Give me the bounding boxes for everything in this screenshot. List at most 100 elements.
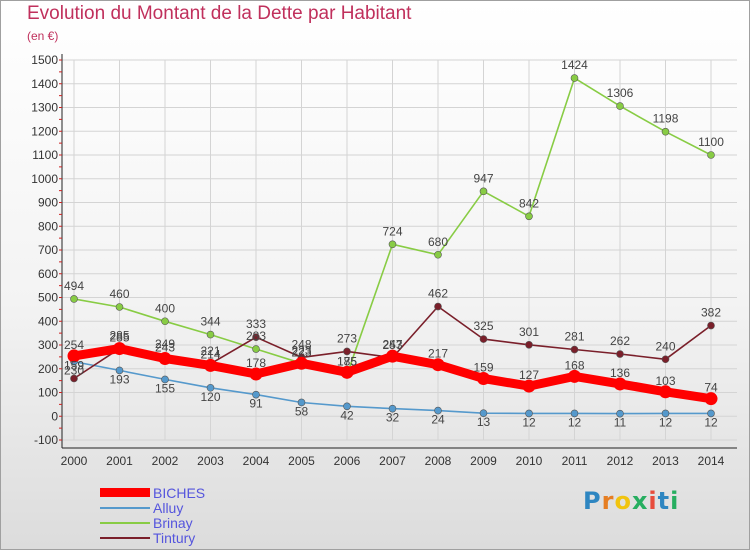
legend-item-tintury: Tintury	[100, 530, 205, 546]
data-point-brinay	[707, 151, 715, 159]
data-label-biches: 185	[337, 354, 357, 368]
y-tick-label: 500	[38, 291, 58, 305]
data-label-brinay: 1424	[561, 58, 588, 72]
data-label-brinay: 1198	[653, 112, 679, 126]
data-label-brinay: 680	[428, 235, 448, 249]
data-point-biches	[568, 369, 581, 383]
data-point-tintury	[661, 355, 670, 364]
y-tick-label: 900	[38, 196, 58, 210]
data-label-biches: 136	[610, 366, 630, 380]
data-point-tintury	[343, 347, 351, 356]
data-label-brinay: 494	[64, 279, 84, 293]
logo-letter: i	[670, 487, 680, 515]
data-label-tintury: 325	[473, 319, 493, 333]
data-label-tintury: 159	[64, 358, 84, 372]
logo-letter: t	[657, 487, 671, 515]
data-point-alluy	[525, 409, 533, 418]
data-label-brinay: 344	[200, 315, 220, 329]
y-tick-label: 1100	[32, 148, 58, 162]
data-point-biches	[659, 385, 672, 399]
x-tick-label: 2010	[516, 454, 543, 468]
data-label-biches: 103	[655, 374, 675, 388]
chart-title: Evolution du Montant de la Dette par Hab…	[27, 3, 412, 24]
data-label-tintury: 301	[519, 325, 539, 339]
y-tick-label: 700	[38, 243, 58, 257]
data-label-alluy: 58	[295, 404, 309, 418]
data-point-biches	[704, 392, 718, 406]
data-label-biches: 217	[428, 347, 448, 361]
data-label-tintury: 221	[200, 344, 220, 358]
data-point-brinay	[115, 303, 124, 311]
x-tick-label: 2004	[243, 454, 270, 468]
data-point-tintury	[616, 350, 624, 358]
data-label-tintury: 281	[564, 330, 584, 344]
data-point-tintury	[252, 333, 260, 341]
data-point-biches	[249, 367, 263, 381]
x-tick-label: 2002	[152, 454, 179, 468]
data-label-tintury: 248	[291, 337, 311, 351]
data-label-biches: 127	[519, 368, 539, 382]
y-tick-label: 100	[38, 386, 58, 400]
data-label-biches: 254	[64, 338, 84, 352]
y-tick-label: 200	[38, 362, 58, 376]
data-label-brinay: 283	[246, 329, 266, 343]
proxiti-logo: Proxiti	[583, 487, 679, 515]
data-label-biches: 178	[246, 356, 266, 370]
data-label-brinay: 947	[473, 171, 493, 185]
legend-swatch-brinay	[100, 521, 150, 524]
data-label-tintury: 462	[428, 287, 448, 301]
data-label-alluy: 230	[64, 364, 84, 378]
data-point-brinay	[616, 102, 624, 110]
data-point-biches	[295, 356, 308, 370]
data-point-alluy	[388, 404, 397, 413]
data-label-alluy: 155	[155, 381, 175, 395]
data-label-brinay: 175	[337, 355, 357, 369]
legend-label-biches: BICHES	[153, 484, 206, 501]
data-point-brinay	[161, 317, 169, 326]
data-point-biches	[386, 349, 399, 363]
data-label-alluy: 11	[614, 416, 627, 430]
y-tick-label: 400	[38, 314, 58, 328]
chart-legend: BICHES Alluy Brinay Tintury	[100, 484, 206, 546]
data-label-biches: 253	[382, 338, 402, 352]
data-point-tintury	[479, 335, 488, 343]
data-point-brinay	[570, 74, 579, 82]
data-label-alluy: 13	[477, 415, 491, 429]
y-tick-label: 1300	[31, 101, 58, 115]
data-point-biches	[340, 365, 354, 379]
data-label-tintury: 262	[610, 334, 630, 348]
y-tick-label: 1500	[31, 53, 58, 67]
data-point-biches	[158, 352, 172, 366]
x-tick-label: 2014	[698, 454, 725, 468]
data-point-biches	[522, 379, 536, 393]
data-point-alluy	[252, 390, 260, 399]
data-point-alluy	[707, 409, 715, 418]
legend-item-alluy: Alluy	[100, 500, 205, 516]
data-point-alluy	[297, 398, 306, 407]
data-point-alluy	[570, 409, 579, 418]
x-tick-label: 2008	[425, 454, 452, 468]
data-label-biches: 223	[291, 345, 311, 359]
data-point-brinay	[434, 250, 442, 259]
data-label-alluy: 24	[431, 413, 445, 427]
x-tick-label: 2003	[197, 454, 224, 468]
data-point-brinay	[661, 127, 670, 136]
y-tick-label: 600	[38, 267, 58, 281]
data-label-alluy: 12	[522, 415, 536, 429]
data-point-tintury	[707, 321, 715, 330]
data-point-biches	[113, 342, 126, 356]
y-tick-label: 1400	[31, 77, 58, 91]
legend-swatch-biches	[100, 488, 150, 497]
data-point-brinay	[525, 212, 533, 221]
data-label-biches: 214	[200, 347, 220, 361]
logo-letter: r	[601, 487, 615, 515]
data-point-alluy	[206, 383, 215, 392]
data-label-biches: 285	[109, 331, 129, 345]
y-tick-label: 1000	[31, 172, 58, 186]
data-point-alluy	[161, 375, 169, 384]
legend-swatch-alluy	[100, 506, 150, 509]
data-point-brinay	[70, 295, 78, 303]
data-point-tintury	[570, 345, 579, 354]
data-point-alluy	[479, 409, 488, 417]
